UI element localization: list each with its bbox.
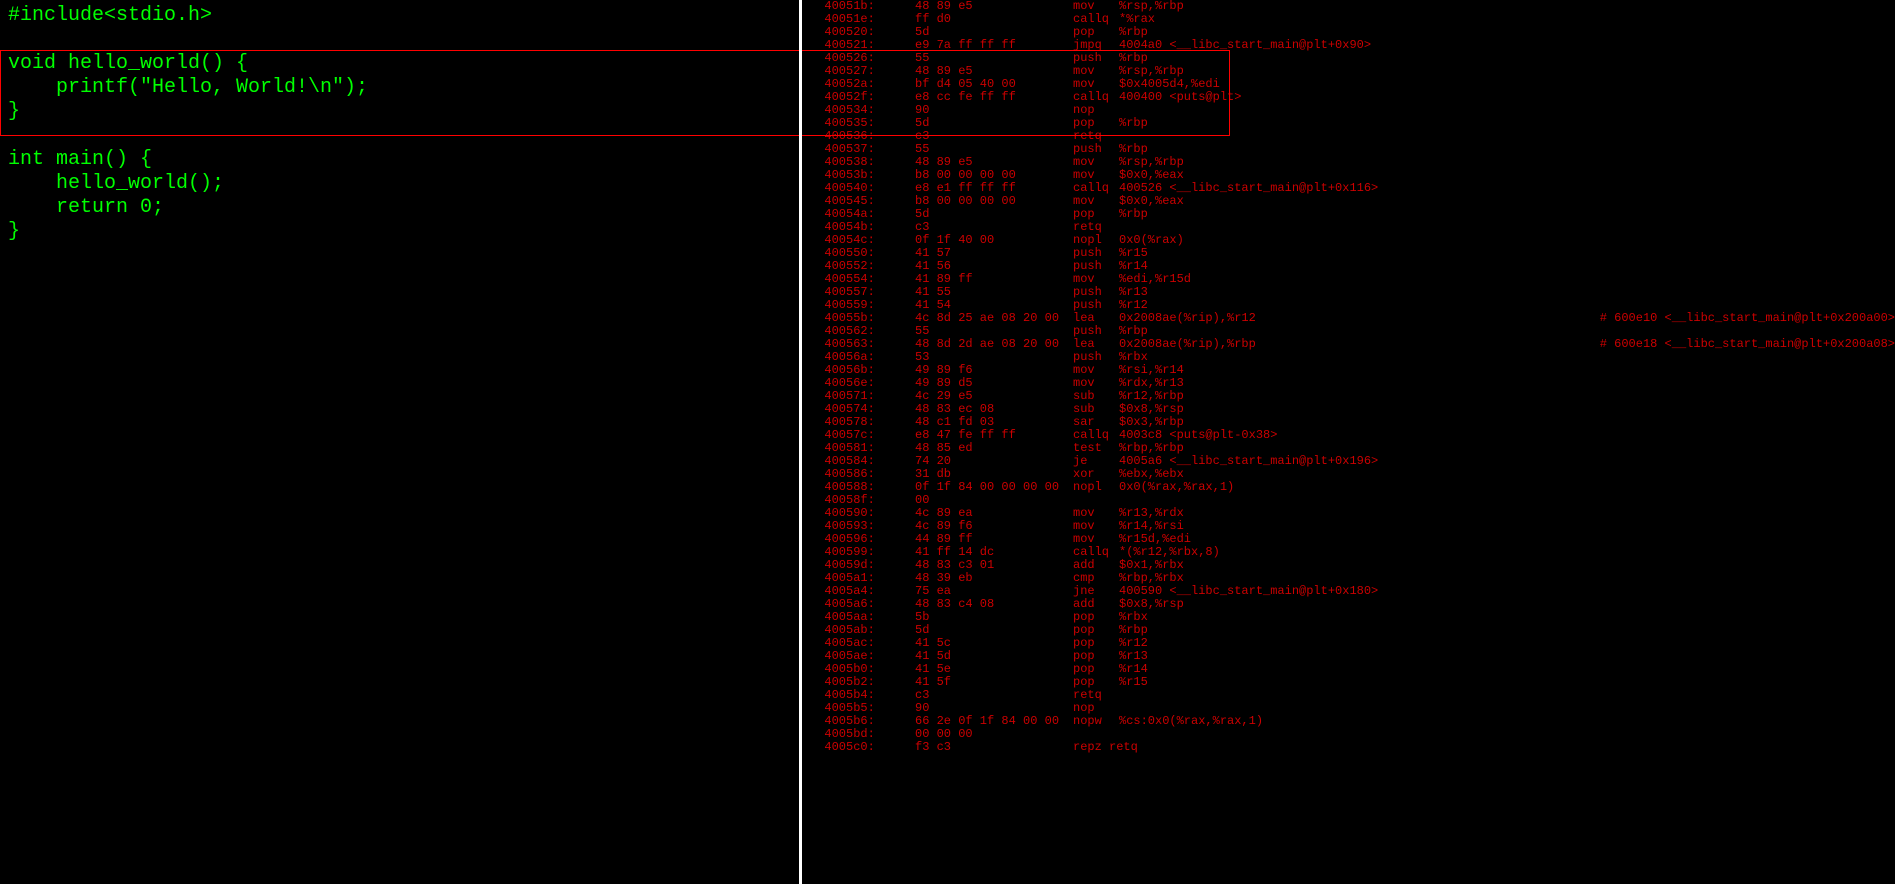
asm-line: 400588:0f 1f 84 00 00 00 00nopl0x0(%rax,…	[810, 481, 1895, 494]
asm-line: 400590:4c 89 eamov%r13,%rdx	[810, 507, 1895, 520]
asm-bytes: 90	[915, 104, 1073, 117]
asm-line: 4005b6:66 2e 0f 1f 84 00 00nopw%cs:0x0(%…	[810, 715, 1895, 728]
asm-line: 4005bd:00 00 00	[810, 728, 1895, 741]
asm-bytes: e9 7a ff ff ff	[915, 39, 1073, 52]
asm-mnemonic: nopw	[1073, 715, 1119, 728]
source-code: #include<stdio.h> void hello_world() { p…	[8, 4, 799, 244]
asm-line: 400554:41 89 ffmov%edi,%r15d	[810, 273, 1895, 286]
asm-bytes: 0f 1f 84 00 00 00 00	[915, 481, 1073, 494]
asm-line: 4005aa:5bpop%rbx	[810, 611, 1895, 624]
asm-bytes: 5d	[915, 117, 1073, 130]
asm-line: 40056b:49 89 f6mov%rsi,%r14	[810, 364, 1895, 377]
asm-line: 400584:74 20je4005a6 <__libc_start_main@…	[810, 455, 1895, 468]
asm-line: 40057c:e8 47 fe ff ffcallq4003c8 <puts@p…	[810, 429, 1895, 442]
main-container: #include<stdio.h> void hello_world() { p…	[0, 0, 1895, 884]
asm-line: 4005ab:5dpop%rbp	[810, 624, 1895, 637]
asm-line: 400534:90nop	[810, 104, 1895, 117]
asm-bytes: ff d0	[915, 13, 1073, 26]
asm-bytes: f3 c3	[915, 741, 1073, 754]
asm-operands: %r15	[1119, 676, 1148, 689]
asm-line: 4005c0:f3 c3repz retq	[810, 741, 1895, 754]
asm-operands: 0x0(%rax,%rax,1)	[1119, 481, 1234, 494]
disassembly-pane: 40051b:48 89 e5mov%rsp,%rbp 40051e:ff d0…	[802, 0, 1895, 884]
asm-operands: 400400 <puts@plt>	[1119, 91, 1241, 104]
asm-line: 400557:41 55push%r13	[810, 286, 1895, 299]
asm-line: 40054c:0f 1f 40 00nopl0x0(%rax)	[810, 234, 1895, 247]
asm-mnemonic: nopl	[1073, 481, 1119, 494]
asm-line: 4005b2:41 5fpop%r15	[810, 676, 1895, 689]
asm-bytes: 5d	[915, 208, 1073, 221]
asm-operands: %rbp	[1119, 208, 1148, 221]
asm-line: 40058f:00	[810, 494, 1895, 507]
asm-line: 40054a:5dpop%rbp	[810, 208, 1895, 221]
asm-line: 4005b4:c3retq	[810, 689, 1895, 702]
asm-line: 400552:41 56push%r14	[810, 260, 1895, 273]
asm-line: 400535:5dpop%rbp	[810, 117, 1895, 130]
asm-bytes: 48 8d 2d ae 08 20 00	[915, 338, 1073, 351]
asm-line: 40052f:e8 cc fe ff ffcallq400400 <puts@p…	[810, 91, 1895, 104]
asm-line: 400563:48 8d 2d ae 08 20 00lea0x2008ae(%…	[810, 338, 1895, 351]
asm-line: 400537:55push%rbp	[810, 143, 1895, 156]
asm-address: 4005c0:	[810, 741, 915, 754]
asm-line: 400521:e9 7a ff ff ffjmpq4004a0 <__libc_…	[810, 39, 1895, 52]
asm-line: 4005a6:48 83 c4 08add$0x8,%rsp	[810, 598, 1895, 611]
source-pane: #include<stdio.h> void hello_world() { p…	[0, 0, 799, 884]
asm-bytes: 48 83 c4 08	[915, 598, 1073, 611]
asm-comment: # 600e18 <__libc_start_main@plt+0x200a08…	[1580, 338, 1895, 351]
asm-bytes: b8 00 00 00 00	[915, 195, 1073, 208]
asm-operands: %rbp	[1119, 117, 1148, 130]
asm-bytes: 5b	[915, 611, 1073, 624]
asm-line: 4005ac:41 5cpop%r12	[810, 637, 1895, 650]
asm-line: 400550:41 57push%r15	[810, 247, 1895, 260]
asm-bytes: c3	[915, 130, 1073, 143]
asm-line: 40059d:48 83 c3 01add$0x1,%rbx	[810, 559, 1895, 572]
asm-bytes: e8 cc fe ff ff	[915, 91, 1073, 104]
asm-operands: 4004a0 <__libc_start_main@plt+0x90>	[1119, 39, 1371, 52]
asm-line: 40056e:49 89 d5mov%rdx,%r13	[810, 377, 1895, 390]
asm-mnemonic: repz retq	[1073, 741, 1119, 754]
asm-listing: 40051b:48 89 e5mov%rsp,%rbp 40051e:ff d0…	[810, 0, 1895, 754]
asm-line: 40051e:ff d0callq*%rax	[810, 13, 1895, 26]
asm-line: 4005ae:41 5dpop%r13	[810, 650, 1895, 663]
asm-line: 400526:55push%rbp	[810, 52, 1895, 65]
asm-line: 40056a:53push%rbx	[810, 351, 1895, 364]
asm-line: 40055b:4c 8d 25 ae 08 20 00lea0x2008ae(%…	[810, 312, 1895, 325]
asm-operands: %cs:0x0(%rax,%rax,1)	[1119, 715, 1263, 728]
asm-line: 400536:c3retq	[810, 130, 1895, 143]
asm-line: 40051b:48 89 e5mov%rsp,%rbp	[810, 0, 1895, 13]
asm-line: 4005b0:41 5epop%r14	[810, 663, 1895, 676]
asm-bytes: 4c 8d 25 ae 08 20 00	[915, 312, 1073, 325]
asm-bytes: 41 5f	[915, 676, 1073, 689]
asm-comment: # 600e10 <__libc_start_main@plt+0x200a00…	[1580, 312, 1895, 325]
asm-line: 400545:b8 00 00 00 00mov$0x0,%eax	[810, 195, 1895, 208]
asm-line: 400593:4c 89 f6mov%r14,%rsi	[810, 520, 1895, 533]
asm-bytes: c3	[915, 689, 1073, 702]
